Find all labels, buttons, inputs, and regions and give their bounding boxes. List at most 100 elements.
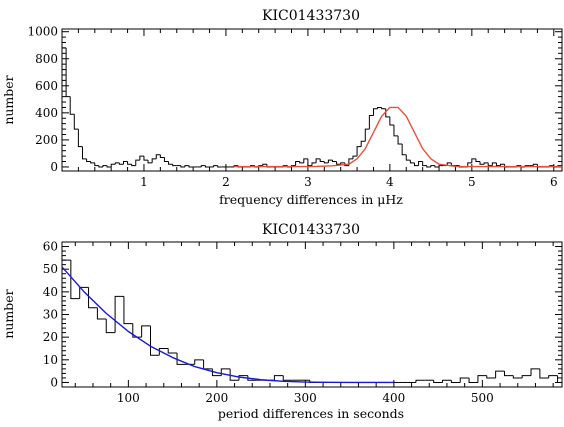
panel-0-y-tick-labels: 0 200 400 600 800 1000 bbox=[27, 25, 58, 174]
histogram-bin bbox=[204, 165, 210, 168]
histogram-bin bbox=[433, 380, 443, 383]
histogram-bin bbox=[348, 158, 353, 166]
histogram-bin bbox=[409, 160, 415, 164]
x-tick-label: 4 bbox=[386, 175, 394, 189]
histogram-bin bbox=[397, 135, 403, 145]
histogram-bin bbox=[70, 260, 80, 300]
histogram-bin bbox=[340, 162, 345, 165]
histogram-bin bbox=[172, 164, 177, 167]
histogram-bin bbox=[450, 380, 461, 383]
histogram-bin bbox=[352, 155, 358, 159]
histogram-bin bbox=[471, 158, 476, 163]
histogram-bin bbox=[149, 325, 160, 356]
y-tick-label: 10 bbox=[43, 353, 58, 367]
histogram-bin bbox=[69, 96, 75, 115]
panel-0-plot-frame bbox=[61, 28, 563, 172]
y-tick-label: 800 bbox=[35, 52, 58, 66]
x-tick-label: 5 bbox=[468, 175, 476, 189]
panel-1-histogram bbox=[61, 259, 562, 383]
x-tick-label: 100 bbox=[117, 391, 140, 405]
panel-1-ticks bbox=[62, 241, 562, 388]
histogram-bin bbox=[315, 158, 321, 163]
histogram-bin bbox=[143, 156, 149, 161]
histogram-bin bbox=[381, 107, 386, 110]
histogram-bin bbox=[495, 370, 505, 378]
histogram-bin bbox=[98, 165, 103, 168]
histogram-bin bbox=[132, 323, 142, 338]
panel-1-x-tick-labels: 100 200 300 400 500 bbox=[117, 391, 494, 405]
histogram-bin bbox=[105, 319, 116, 334]
histogram-bin bbox=[512, 375, 523, 379]
histogram-bin bbox=[131, 164, 136, 167]
histogram-bin bbox=[155, 154, 161, 159]
histogram-bin bbox=[273, 375, 284, 381]
panel-0-y-axis-label: number bbox=[1, 75, 16, 124]
histogram-bin bbox=[159, 154, 165, 158]
x-tick-label: 500 bbox=[471, 391, 494, 405]
histogram-bin bbox=[532, 163, 538, 166]
histogram-bin bbox=[81, 146, 87, 160]
histogram-bin bbox=[401, 143, 407, 156]
histogram-bin bbox=[422, 161, 427, 167]
histogram-bin bbox=[106, 165, 112, 168]
y-tick-label: 40 bbox=[43, 285, 58, 299]
histogram-bin bbox=[311, 162, 317, 166]
histogram-bin bbox=[475, 158, 481, 163]
histogram-bin bbox=[114, 162, 120, 165]
histogram-bin bbox=[467, 162, 472, 167]
histogram-bin bbox=[500, 163, 505, 166]
histogram-bin bbox=[94, 162, 99, 167]
histogram-bin bbox=[233, 165, 239, 167]
x-tick-label: 200 bbox=[205, 391, 228, 405]
y-tick-label: 0 bbox=[50, 375, 58, 389]
x-tick-label: 300 bbox=[294, 391, 317, 405]
y-tick-label: 1000 bbox=[27, 25, 58, 39]
histogram-bin bbox=[147, 160, 153, 164]
panel-1-title: KIC01433730 bbox=[262, 222, 360, 238]
histogram-bin bbox=[491, 162, 497, 166]
histogram-bin bbox=[323, 161, 329, 164]
histogram-bin bbox=[557, 375, 562, 383]
panel-1-y-axis-label: number bbox=[1, 289, 16, 338]
panel-1-plot-frame bbox=[61, 241, 563, 388]
histogram-bin bbox=[213, 165, 218, 167]
histogram-bin bbox=[331, 160, 337, 163]
histogram-bin bbox=[127, 161, 132, 165]
histogram-bin bbox=[167, 348, 178, 354]
y-tick-label: 400 bbox=[35, 106, 58, 120]
histogram-bin bbox=[450, 162, 456, 167]
histogram-bin bbox=[477, 375, 487, 383]
histogram-bin bbox=[503, 371, 514, 377]
histogram-bin bbox=[360, 140, 366, 147]
histogram-bin bbox=[229, 368, 239, 381]
histogram-bin bbox=[65, 47, 71, 98]
histogram-bin bbox=[327, 159, 333, 163]
histogram-bin bbox=[77, 129, 83, 148]
y-tick-label: 20 bbox=[43, 330, 58, 344]
histogram-bin bbox=[102, 165, 108, 167]
histogram-bin bbox=[194, 359, 204, 365]
histogram-bin bbox=[548, 375, 558, 378]
histogram-bin bbox=[486, 375, 496, 379]
histogram-bin bbox=[61, 259, 71, 383]
y-tick-label: 0 bbox=[50, 160, 58, 174]
x-tick-label: 3 bbox=[304, 175, 312, 189]
histogram-bin bbox=[151, 158, 157, 163]
panel-0-fit bbox=[234, 106, 562, 168]
histogram-bin bbox=[393, 125, 399, 137]
histogram-bin bbox=[539, 368, 549, 379]
histogram-bin bbox=[86, 158, 91, 163]
histogram-bin bbox=[110, 163, 116, 167]
panel-1-y-tick-labels: 0 10 20 30 40 50 60 bbox=[43, 240, 58, 390]
panel-0-ticks bbox=[61, 29, 562, 171]
histogram-bin bbox=[307, 158, 312, 167]
histogram-bin bbox=[336, 161, 341, 165]
histogram-bin bbox=[262, 163, 267, 166]
histogram-bin bbox=[426, 165, 431, 168]
histogram-bin bbox=[303, 158, 308, 163]
y-tick-label: 600 bbox=[35, 79, 58, 93]
histogram-bin bbox=[96, 307, 107, 320]
histogram-bin bbox=[158, 347, 169, 356]
histogram-bin bbox=[430, 165, 435, 167]
